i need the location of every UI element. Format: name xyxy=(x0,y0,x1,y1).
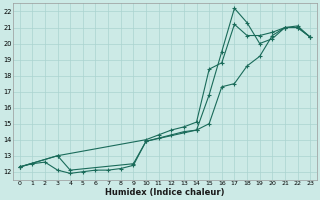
X-axis label: Humidex (Indice chaleur): Humidex (Indice chaleur) xyxy=(105,188,225,197)
